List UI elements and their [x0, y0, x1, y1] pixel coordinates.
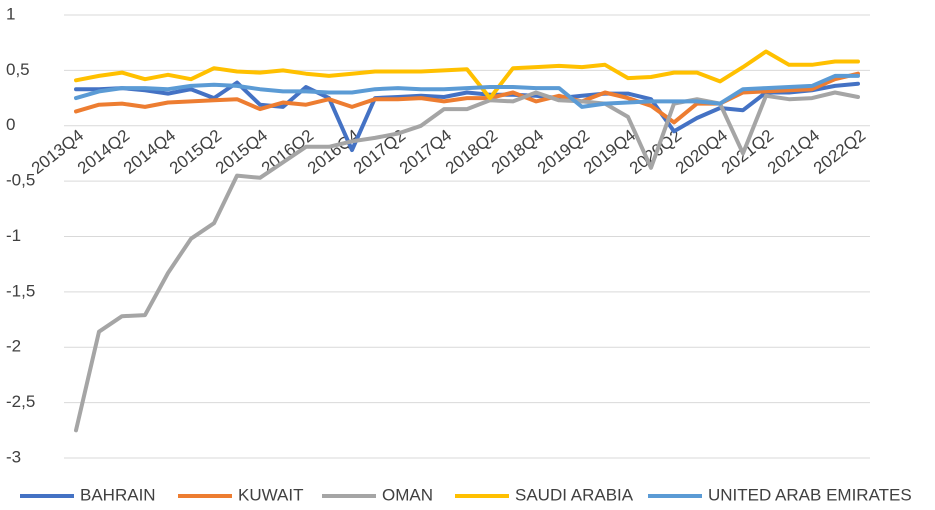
y-tick-label: -0,5 — [6, 171, 35, 190]
legend-label: SAUDI ARABIA — [515, 485, 634, 504]
y-tick-label: -1 — [6, 226, 21, 245]
legend-label: OMAN — [382, 485, 433, 504]
y-tick-label: -1,5 — [6, 281, 35, 300]
y-tick-label: 1 — [6, 4, 15, 23]
legend-label: BAHRAIN — [80, 485, 156, 504]
series-line — [74, 90, 860, 433]
y-tick-label: 0,5 — [6, 60, 30, 79]
series-line — [74, 71, 860, 125]
series-line — [74, 49, 860, 101]
series-line — [74, 80, 860, 153]
y-tick-label: -2,5 — [6, 392, 35, 411]
y-tick-label: -2 — [6, 337, 21, 356]
y-tick-label: -3 — [6, 447, 21, 466]
legend-label: UNITED ARAB EMIRATES — [708, 485, 912, 504]
series-line — [74, 73, 860, 109]
y-tick-label: 0 — [6, 115, 15, 134]
x-tick-label: 2022Q2 — [810, 126, 869, 178]
legend-label: KUWAIT — [238, 485, 303, 504]
